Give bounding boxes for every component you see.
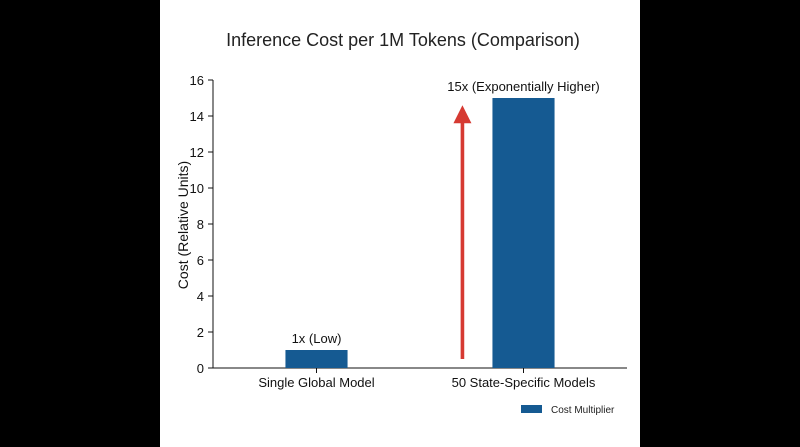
chart-title: Inference Cost per 1M Tokens (Comparison… — [226, 30, 580, 50]
y-axis-label: Cost (Relative Units) — [175, 161, 191, 289]
y-tick-label: 4 — [197, 289, 204, 304]
legend-swatch — [521, 405, 542, 413]
y-tick-label: 12 — [190, 145, 204, 160]
data-label: 1x (Low) — [292, 331, 342, 346]
figure-background — [160, 0, 640, 447]
x-axis: Single Global Model 50 State-Specific Mod… — [213, 367, 627, 390]
y-tick-label: 14 — [190, 109, 204, 124]
y-tick-label: 8 — [197, 217, 204, 232]
bar-series — [285, 98, 555, 368]
y-axis: 0 2 4 6 8 10 12 14 16 — [190, 73, 214, 376]
y-tick-label: 0 — [197, 361, 204, 376]
data-label: 15x (Exponentially Higher) — [447, 79, 599, 94]
y-tick-label: 6 — [197, 253, 204, 268]
bar — [492, 98, 555, 368]
legend: Cost Multiplier — [521, 405, 615, 416]
y-tick-label: 10 — [190, 181, 204, 196]
data-labels: 1x (Low) 15x (Exponentially Higher) — [292, 79, 600, 346]
trend-annotation — [453, 105, 472, 359]
x-tick-label: Single Global Model — [258, 375, 374, 390]
y-tick-label: 16 — [190, 73, 204, 88]
y-tick-label: 2 — [197, 325, 204, 340]
bar — [285, 350, 348, 368]
trend-arrow — [453, 105, 472, 359]
x-tick-label: 50 State-Specific Models — [452, 375, 596, 390]
legend-label: Cost Multiplier — [551, 405, 615, 416]
